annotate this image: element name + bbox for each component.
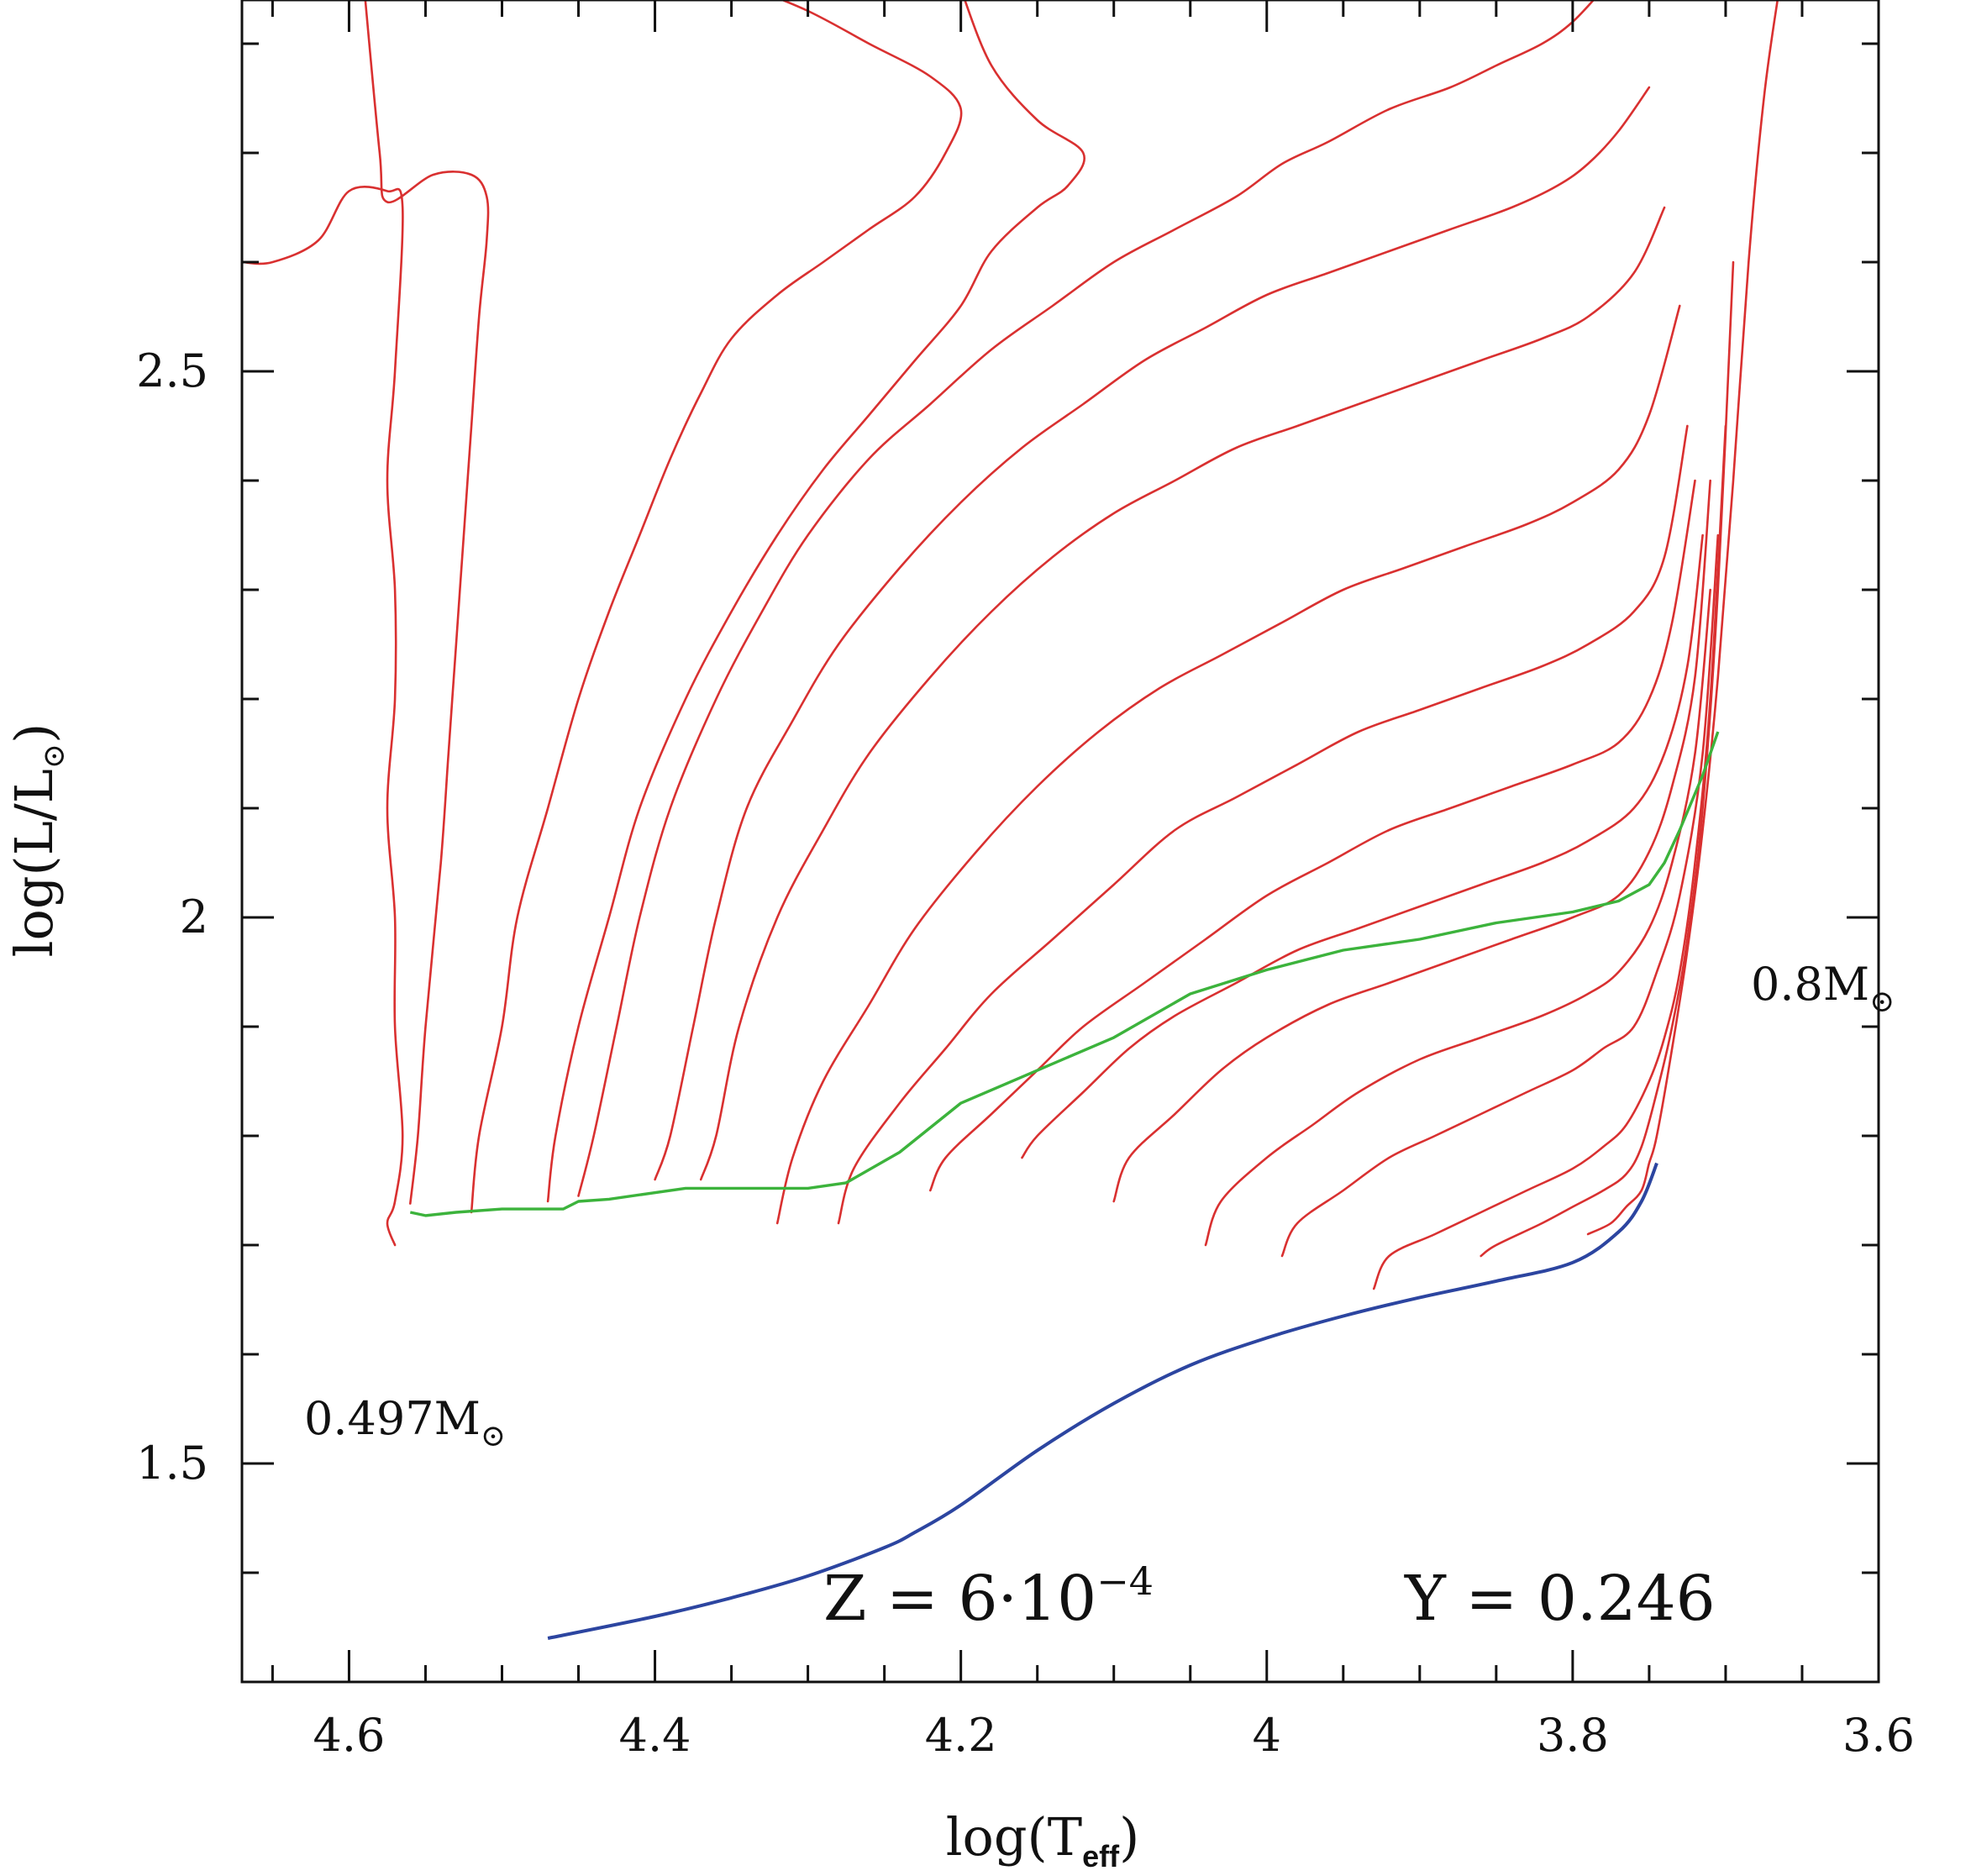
mass-low-label: 0.497M⊙ xyxy=(304,1392,506,1453)
track-line-17 xyxy=(1586,0,1779,1236)
track-line-16 xyxy=(1480,260,1735,1258)
helium-label: Y = 0.246 xyxy=(1404,1563,1716,1635)
zahb-line-group xyxy=(547,1162,1658,1640)
track-line-5 xyxy=(577,0,1595,1197)
x-tick-label: 4.6 xyxy=(313,1709,385,1762)
plot-frame xyxy=(240,0,1880,1684)
y-tick-label: 2 xyxy=(180,891,208,943)
track-line-3 xyxy=(470,0,963,1214)
x-tick-label: 4.2 xyxy=(925,1709,997,1762)
track-line-2 xyxy=(364,0,490,1205)
x-tick-label: 3.8 xyxy=(1537,1709,1609,1762)
metallicity-label: Z = 6·10−4 xyxy=(823,1558,1154,1635)
zahb-line xyxy=(547,1162,1658,1640)
y-tick-label: 1.5 xyxy=(136,1437,208,1490)
track-line-12 xyxy=(1112,479,1711,1203)
axis-ticks xyxy=(242,0,1880,1684)
x-tick-label: 4.4 xyxy=(619,1709,691,1762)
track-line-14 xyxy=(1280,533,1720,1258)
x-tick-label: 3.6 xyxy=(1842,1709,1915,1762)
track-line-13 xyxy=(1204,588,1711,1247)
y-tick-label: 2.5 xyxy=(136,344,208,397)
y-axis-label: log(L/L⊙) xyxy=(3,723,71,958)
mass-high-label: 0.8M⊙ xyxy=(1751,958,1895,1019)
evolutionary-tracks xyxy=(242,0,1779,1290)
hb-locus-line xyxy=(409,731,1720,1217)
track-line-1 xyxy=(242,186,404,1247)
tick-labels: 4.6 4.4 4.2 4 3.8 3.6 1.5 2 2.5 xyxy=(136,344,1915,1762)
track-line-4 xyxy=(546,0,1085,1203)
x-axis-label: log(Teff) xyxy=(946,1806,1140,1873)
track-line-6 xyxy=(654,86,1651,1181)
hb-locus-group xyxy=(409,731,1720,1217)
track-line-11 xyxy=(1021,533,1704,1159)
track-line-9 xyxy=(837,424,1689,1225)
track-line-8 xyxy=(775,304,1681,1225)
track-line-7 xyxy=(699,206,1666,1181)
x-tick-label: 4 xyxy=(1253,1709,1281,1762)
track-line-10 xyxy=(929,479,1696,1192)
